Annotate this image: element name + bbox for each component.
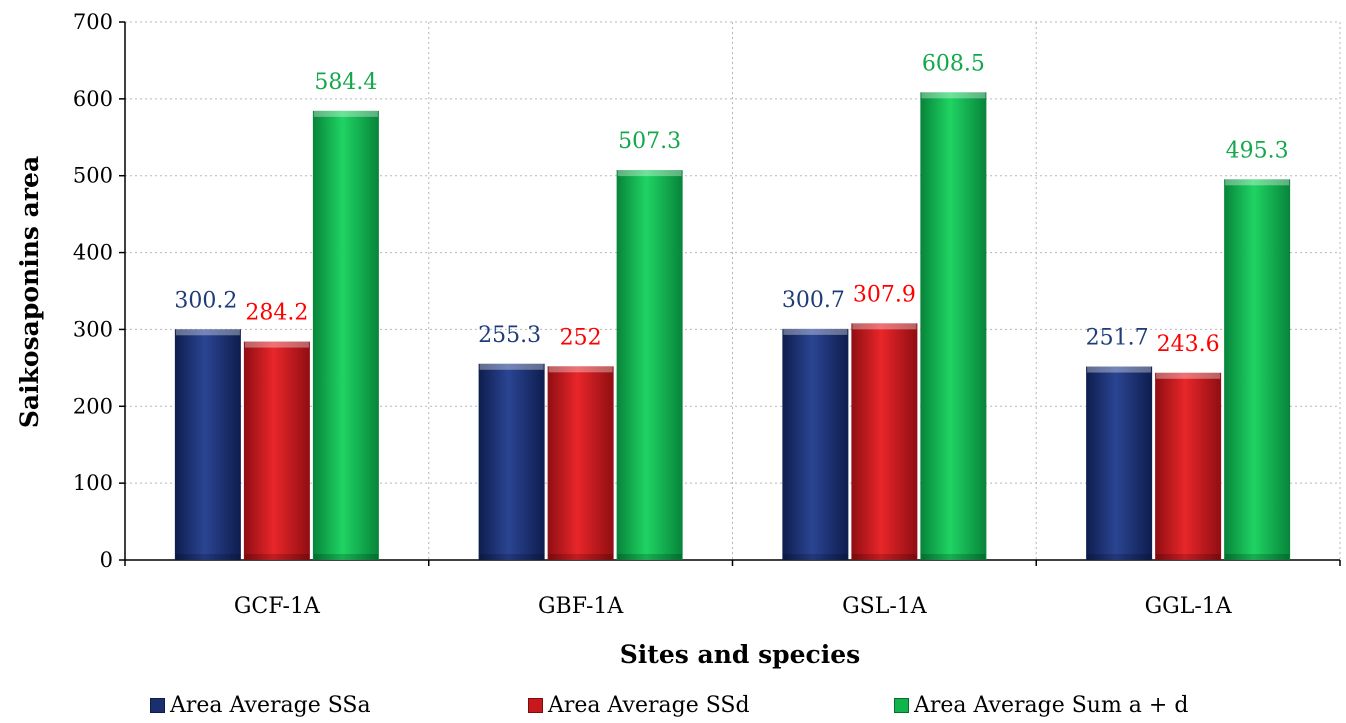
y-tick-label: 100 bbox=[73, 471, 113, 495]
bar-shade bbox=[1225, 554, 1290, 560]
bar-highlight bbox=[921, 92, 986, 99]
y-tick-label: 700 bbox=[73, 10, 113, 34]
bar-shade bbox=[1087, 554, 1152, 560]
x-tick-label: GBF-1A bbox=[538, 594, 624, 619]
legend-item-ssd: Area Average SSd bbox=[528, 690, 750, 720]
bar bbox=[782, 328, 849, 560]
legend-item-sum: Area Average Sum a + d bbox=[894, 690, 1188, 720]
data-label: 252 bbox=[560, 325, 602, 350]
bar bbox=[478, 363, 545, 560]
bar-shade bbox=[175, 554, 240, 560]
bar bbox=[1155, 372, 1222, 560]
x-tick-label: GGL-1A bbox=[1145, 594, 1233, 619]
data-label: 307.9 bbox=[853, 282, 916, 307]
data-label: 584.4 bbox=[314, 70, 377, 95]
legend-item-ssa: Area Average SSa bbox=[150, 690, 371, 720]
bar-shade bbox=[313, 554, 378, 560]
legend-label-sum: Area Average Sum a + d bbox=[914, 692, 1189, 718]
x-axis-title: Sites and species bbox=[620, 640, 861, 669]
bar-highlight bbox=[783, 328, 848, 335]
data-label: 243.6 bbox=[1157, 332, 1220, 357]
y-axis-title: Saikosaponins area bbox=[15, 156, 44, 428]
bar bbox=[1224, 179, 1291, 560]
bar-highlight bbox=[1087, 366, 1152, 373]
bar-shade bbox=[783, 554, 848, 560]
bar-highlight bbox=[852, 323, 917, 330]
bar bbox=[243, 341, 310, 560]
data-labels: 300.2 284.2 584.4 255.3 252 507.3 300.7 307.9 60… bbox=[174, 51, 1288, 356]
data-label: 284.2 bbox=[245, 301, 308, 326]
bar-shade bbox=[244, 554, 309, 560]
bar-highlight bbox=[479, 363, 544, 370]
x-tick-label: GSL-1A bbox=[842, 594, 928, 619]
bars bbox=[174, 92, 1291, 561]
bar-highlight bbox=[175, 329, 240, 336]
y-tick-label: 400 bbox=[73, 241, 113, 265]
data-label: 300.7 bbox=[782, 288, 845, 313]
legend-swatch-sum bbox=[894, 697, 909, 713]
legend-swatch-ssa bbox=[150, 697, 165, 713]
data-label: 300.2 bbox=[174, 288, 237, 313]
bar bbox=[1086, 366, 1153, 560]
x-tick-label: GCF-1A bbox=[234, 594, 321, 619]
bar-highlight bbox=[1225, 179, 1290, 186]
y-tick-label: 200 bbox=[73, 394, 113, 418]
y-tick-label: 500 bbox=[73, 164, 113, 188]
data-label: 507.3 bbox=[618, 129, 681, 154]
bar bbox=[920, 92, 987, 561]
y-tick-label: 0 bbox=[100, 548, 113, 572]
bar-highlight bbox=[617, 170, 682, 177]
legend-label-ssd: Area Average SSd bbox=[548, 692, 750, 718]
legend-swatch-ssd bbox=[528, 697, 543, 713]
bar bbox=[547, 366, 614, 560]
bar-highlight bbox=[548, 366, 613, 373]
bar-shade bbox=[548, 554, 613, 560]
bar-shade bbox=[921, 554, 986, 560]
bar-highlight bbox=[313, 110, 378, 117]
bar-shade bbox=[1156, 554, 1221, 560]
data-label: 495.3 bbox=[1226, 138, 1289, 163]
bar bbox=[174, 329, 241, 560]
tick-labels: 0 100 200 300 400 500 600 700 GCF-1A GBF-1A GSL-1A… bbox=[73, 10, 1233, 619]
data-label: 255.3 bbox=[478, 323, 541, 348]
data-label: 251.7 bbox=[1086, 326, 1149, 351]
bar-shade bbox=[617, 554, 682, 560]
bar-highlight bbox=[1156, 372, 1221, 379]
y-tick-label: 600 bbox=[73, 87, 113, 111]
data-label: 608.5 bbox=[922, 51, 985, 76]
legend: Area Average SSa Area Average SSd Area A… bbox=[150, 690, 1340, 720]
bar bbox=[616, 170, 683, 561]
y-tick-label: 300 bbox=[73, 317, 113, 341]
bar-shade bbox=[852, 554, 917, 560]
bar-highlight bbox=[244, 341, 309, 348]
bar-shade bbox=[479, 554, 544, 560]
bar bbox=[312, 110, 379, 560]
legend-label-ssa: Area Average SSa bbox=[170, 692, 371, 718]
bar bbox=[851, 323, 918, 560]
